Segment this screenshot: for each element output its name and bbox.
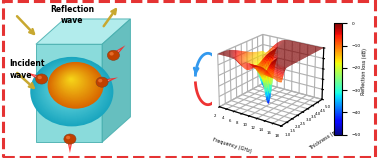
- Circle shape: [33, 59, 110, 123]
- Circle shape: [98, 79, 102, 82]
- Text: Incident
wave: Incident wave: [9, 59, 45, 80]
- Circle shape: [67, 86, 69, 88]
- Circle shape: [36, 74, 48, 84]
- Circle shape: [46, 70, 94, 110]
- Circle shape: [48, 62, 104, 109]
- Circle shape: [57, 79, 81, 98]
- Circle shape: [59, 80, 78, 96]
- Circle shape: [53, 66, 96, 102]
- Circle shape: [107, 50, 119, 60]
- Circle shape: [63, 73, 82, 89]
- Circle shape: [45, 68, 96, 112]
- Circle shape: [62, 82, 75, 93]
- Polygon shape: [113, 49, 121, 56]
- Circle shape: [67, 76, 76, 84]
- Circle shape: [55, 76, 84, 101]
- Circle shape: [62, 73, 83, 90]
- Polygon shape: [102, 19, 130, 142]
- Circle shape: [52, 65, 98, 104]
- Circle shape: [39, 64, 103, 118]
- Circle shape: [70, 79, 72, 80]
- Circle shape: [55, 67, 93, 99]
- Circle shape: [53, 75, 86, 103]
- Polygon shape: [26, 72, 43, 81]
- Circle shape: [110, 52, 114, 56]
- Circle shape: [37, 62, 105, 119]
- Circle shape: [66, 85, 70, 89]
- Polygon shape: [69, 139, 71, 148]
- Circle shape: [50, 73, 90, 106]
- Circle shape: [43, 67, 98, 112]
- Circle shape: [45, 69, 95, 111]
- Circle shape: [65, 75, 79, 87]
- Circle shape: [51, 64, 99, 104]
- Circle shape: [52, 74, 87, 104]
- Circle shape: [64, 74, 80, 88]
- Circle shape: [60, 71, 87, 93]
- Circle shape: [35, 61, 108, 122]
- Circle shape: [31, 58, 112, 125]
- Circle shape: [68, 77, 74, 82]
- Circle shape: [64, 84, 73, 91]
- Circle shape: [40, 64, 102, 117]
- Circle shape: [42, 67, 99, 114]
- Polygon shape: [111, 45, 125, 57]
- Circle shape: [66, 136, 70, 139]
- Circle shape: [52, 65, 97, 103]
- Polygon shape: [67, 139, 73, 153]
- X-axis label: Frequency (GHz): Frequency (GHz): [212, 137, 253, 154]
- Circle shape: [66, 76, 77, 85]
- Circle shape: [48, 62, 103, 108]
- Circle shape: [56, 68, 91, 98]
- Circle shape: [70, 78, 73, 81]
- Circle shape: [62, 72, 84, 91]
- Circle shape: [61, 72, 85, 92]
- Circle shape: [57, 69, 90, 96]
- Circle shape: [47, 70, 93, 109]
- Circle shape: [96, 77, 108, 87]
- Circle shape: [57, 69, 90, 97]
- Circle shape: [36, 61, 107, 120]
- Circle shape: [32, 58, 111, 125]
- Circle shape: [64, 74, 81, 88]
- Circle shape: [65, 75, 78, 86]
- Circle shape: [64, 83, 74, 92]
- Circle shape: [68, 77, 76, 83]
- Polygon shape: [102, 79, 112, 83]
- Circle shape: [42, 66, 100, 115]
- Circle shape: [49, 63, 102, 107]
- Circle shape: [65, 85, 71, 90]
- Circle shape: [34, 60, 109, 122]
- Circle shape: [49, 72, 91, 107]
- Circle shape: [51, 73, 88, 105]
- Circle shape: [54, 76, 85, 102]
- Circle shape: [59, 79, 79, 97]
- Circle shape: [54, 67, 94, 100]
- Circle shape: [38, 63, 104, 118]
- Circle shape: [41, 65, 101, 115]
- Polygon shape: [101, 77, 118, 85]
- Circle shape: [60, 71, 86, 93]
- Circle shape: [69, 78, 74, 82]
- Text: Reflection
wave: Reflection wave: [50, 5, 94, 25]
- Polygon shape: [33, 75, 42, 80]
- Circle shape: [64, 134, 76, 144]
- Polygon shape: [36, 19, 130, 44]
- Circle shape: [61, 82, 76, 94]
- Circle shape: [56, 77, 83, 100]
- Circle shape: [60, 81, 77, 95]
- Circle shape: [50, 63, 101, 106]
- Circle shape: [50, 64, 100, 105]
- Circle shape: [54, 66, 95, 101]
- Polygon shape: [36, 44, 102, 142]
- Circle shape: [58, 70, 88, 95]
- Circle shape: [30, 57, 113, 126]
- Circle shape: [48, 71, 92, 108]
- Circle shape: [56, 68, 92, 99]
- Y-axis label: Thickness (mm): Thickness (mm): [308, 125, 344, 151]
- Circle shape: [59, 70, 88, 94]
- Circle shape: [57, 78, 82, 99]
- Circle shape: [38, 76, 42, 79]
